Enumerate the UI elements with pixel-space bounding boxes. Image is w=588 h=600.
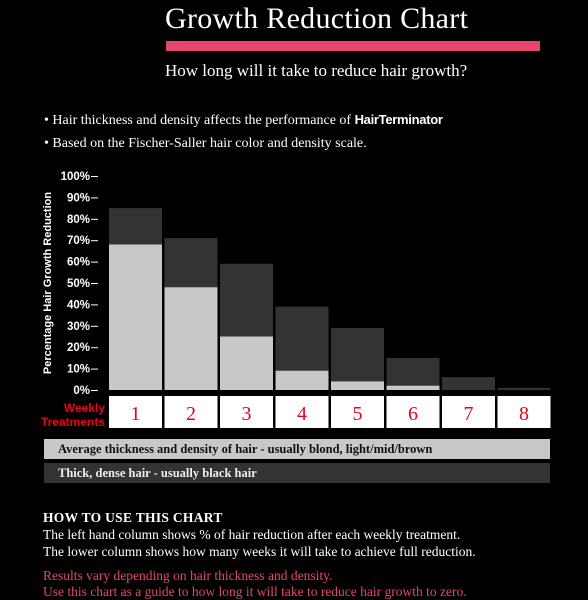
y-axis-ticks: 0% 10% 20% 30% 40% 50% 60% 70% 80% 90% 100% (61, 171, 98, 397)
y-tick-label: 90% (67, 192, 90, 204)
how-to-section: HOW TO USE THIS CHART The left hand colu… (43, 509, 476, 560)
bar-average-hair (275, 370, 329, 390)
bar-average-hair (331, 381, 384, 390)
bars-group (109, 208, 551, 390)
y-axis-title: Percentage Hair Growth Reduction (42, 192, 54, 374)
week-number-box (275, 396, 329, 428)
bar-thick-hair (386, 357, 440, 390)
y-axis-title-group: Percentage Hair Growth Reduction (42, 192, 54, 374)
week-number-box (497, 396, 551, 428)
week-number-label: 3 (242, 403, 252, 425)
week-number-label: 1 (131, 403, 141, 425)
week-number-label: 8 (519, 403, 529, 425)
how-to-heading: HOW TO USE THIS CHART (43, 510, 223, 525)
y-tick-label: 70% (67, 235, 90, 247)
week-number-label: 5 (353, 403, 363, 425)
bar-average-hair (220, 336, 273, 390)
y-tick-label: 30% (67, 321, 90, 333)
week-number-label: 7 (464, 403, 474, 425)
week-number-box (331, 396, 384, 428)
y-tick-label: 0% (73, 385, 90, 397)
week-number-box (164, 396, 218, 428)
y-tick-label: 50% (67, 278, 90, 290)
x-axis-title-line: Weekly (64, 401, 105, 415)
growth-reduction-chart: Percentage Hair Growth Reduction 0%10%20… (41, 171, 551, 429)
results-note: Results vary depending on hair thickness… (43, 568, 467, 600)
y-tick-label: 60% (67, 257, 90, 269)
bar-thick-hair (497, 387, 551, 390)
week-number-box (442, 396, 495, 428)
bar-average-hair (109, 244, 162, 390)
y-tick-label: 40% (67, 299, 90, 311)
week-number-box (386, 396, 440, 428)
legend-average-hair: Average thickness and density of hair - … (44, 439, 550, 459)
y-tick-label: 10% (67, 364, 90, 376)
results-note-line-2: Use this chart as a guide to how long it… (43, 584, 467, 599)
week-number-box (109, 396, 162, 428)
bar-thick-hair (331, 327, 384, 390)
how-to-line-1: The left hand column shows % of hair red… (43, 527, 461, 542)
x-axis-title-line: Treatments (41, 415, 105, 429)
chart-title: Growth Reduction Chart (165, 2, 469, 35)
bar-average-hair (386, 385, 440, 390)
week-number-label: 2 (186, 403, 196, 425)
week-number-label: 6 (408, 403, 418, 425)
y-tick-label: 100% (61, 171, 90, 183)
chart-subtitle: How long will it take to reduce hair gro… (165, 61, 468, 80)
title-underline-bar (166, 41, 540, 51)
brand-name: HairTerminator (354, 112, 443, 127)
how-to-line-2: The lower column shows how many weeks it… (43, 544, 476, 559)
bar-thick-hair (442, 377, 495, 390)
week-number-label: 4 (297, 403, 307, 425)
legend-thick-hair: Thick, dense hair - usually black hair (44, 463, 550, 483)
bullet-scale: • Based on the Fischer-Saller hair color… (44, 136, 367, 151)
bullet-thickness-text: • Hair thickness and density affects the… (44, 113, 355, 128)
results-note-line-1: Results vary depending on hair thickness… (43, 568, 333, 583)
week-number-box (220, 396, 273, 428)
bullet-thickness: • Hair thickness and density affects the… (44, 108, 443, 132)
week-number-row: 1 2 3 4 5 6 7 8 (109, 396, 551, 428)
info-bullets: • Hair thickness and density affects the… (44, 108, 443, 155)
y-tick-label: 80% (67, 214, 90, 226)
bar-average-hair (164, 287, 218, 390)
y-tick-label: 20% (67, 342, 90, 354)
